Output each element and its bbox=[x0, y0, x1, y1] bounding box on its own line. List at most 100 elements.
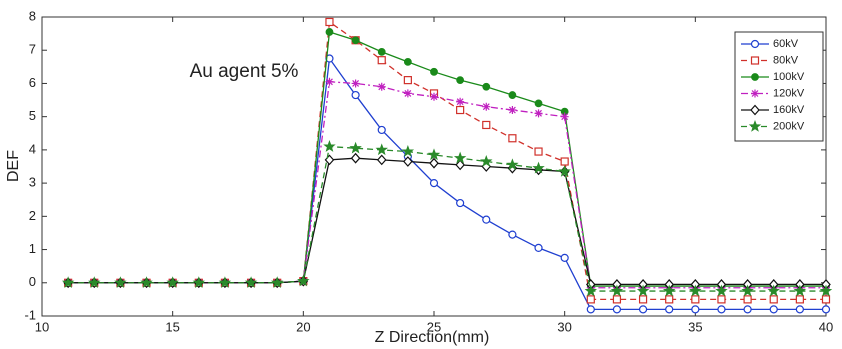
marker bbox=[821, 295, 831, 304]
marker bbox=[558, 164, 571, 177]
series-line bbox=[68, 157, 826, 286]
marker bbox=[351, 90, 360, 100]
marker bbox=[662, 284, 676, 297]
y-tick-label: 3 bbox=[29, 175, 36, 190]
x-tick-label: 40 bbox=[819, 319, 833, 334]
legend-label: 200kV bbox=[773, 120, 805, 132]
marker bbox=[456, 198, 465, 208]
marker bbox=[349, 141, 362, 154]
marker bbox=[244, 276, 258, 289]
marker bbox=[377, 82, 386, 91]
y-tick-label: 2 bbox=[29, 208, 36, 223]
marker bbox=[506, 158, 519, 171]
marker bbox=[480, 154, 493, 167]
marker bbox=[741, 284, 754, 297]
marker bbox=[482, 120, 491, 130]
marker bbox=[612, 295, 622, 304]
y-tick-label: 5 bbox=[29, 108, 36, 123]
marker bbox=[750, 56, 760, 65]
marker bbox=[508, 91, 517, 99]
marker bbox=[377, 125, 386, 135]
marker bbox=[750, 39, 760, 49]
series-line bbox=[68, 31, 826, 287]
marker bbox=[375, 143, 388, 156]
marker bbox=[751, 73, 759, 81]
marker bbox=[482, 215, 491, 224]
legend-label: 100kV bbox=[773, 71, 805, 83]
marker bbox=[325, 77, 334, 86]
x-tick-label: 10 bbox=[35, 319, 49, 334]
marker bbox=[821, 305, 831, 314]
marker bbox=[638, 305, 648, 314]
y-tick-label: -1 bbox=[24, 307, 36, 322]
marker bbox=[691, 305, 700, 314]
marker bbox=[795, 305, 804, 314]
marker bbox=[560, 253, 569, 262]
x-tick-label: 15 bbox=[165, 319, 179, 334]
marker bbox=[795, 295, 804, 304]
marker bbox=[351, 79, 360, 88]
y-tick-label: 0 bbox=[29, 274, 36, 289]
marker bbox=[560, 157, 569, 166]
marker bbox=[560, 112, 569, 121]
y-tick-label: 7 bbox=[29, 42, 36, 57]
x-axis-label: Z Direction(mm) bbox=[375, 329, 490, 346]
legend: 60kV 80kV 100kV 120kV 160kV 200kV bbox=[734, 31, 824, 142]
marker bbox=[638, 295, 648, 304]
y-tick-label: 6 bbox=[29, 75, 36, 90]
marker bbox=[717, 295, 726, 304]
marker bbox=[325, 17, 334, 27]
marker bbox=[819, 284, 833, 297]
marker bbox=[218, 276, 232, 289]
marker bbox=[534, 109, 543, 118]
marker bbox=[88, 276, 101, 289]
y-tick-label: 1 bbox=[29, 241, 36, 256]
series-line bbox=[68, 56, 826, 311]
annotation: Au agent 5% bbox=[190, 61, 299, 82]
marker bbox=[482, 82, 491, 91]
marker bbox=[610, 284, 624, 297]
y-tick-label: 8 bbox=[29, 8, 36, 23]
marker bbox=[429, 179, 439, 188]
marker bbox=[61, 276, 75, 289]
marker bbox=[715, 284, 728, 297]
marker bbox=[430, 92, 438, 101]
marker bbox=[743, 295, 752, 304]
marker bbox=[323, 140, 336, 152]
marker bbox=[665, 295, 674, 304]
marker bbox=[636, 284, 650, 297]
marker bbox=[748, 119, 762, 132]
marker bbox=[456, 97, 465, 106]
marker bbox=[586, 295, 595, 304]
marker bbox=[508, 134, 517, 143]
marker bbox=[793, 284, 807, 297]
marker bbox=[376, 154, 387, 166]
marker bbox=[751, 89, 759, 98]
marker bbox=[456, 105, 465, 115]
x-tick-label: 20 bbox=[296, 319, 310, 334]
marker bbox=[351, 36, 360, 45]
marker bbox=[325, 54, 334, 63]
series-line bbox=[68, 81, 826, 289]
marker bbox=[270, 276, 284, 289]
marker bbox=[192, 276, 206, 289]
marker bbox=[455, 159, 465, 171]
marker bbox=[297, 274, 310, 287]
marker bbox=[429, 157, 439, 169]
legend-box bbox=[734, 31, 824, 142]
marker bbox=[743, 305, 752, 314]
x-tick-label: 35 bbox=[688, 319, 702, 334]
marker bbox=[140, 276, 153, 289]
marker bbox=[769, 305, 778, 314]
marker bbox=[586, 305, 595, 314]
marker bbox=[691, 295, 700, 304]
y-axis-label: DEF bbox=[5, 150, 22, 182]
marker bbox=[584, 284, 598, 297]
marker bbox=[401, 145, 415, 157]
marker bbox=[532, 161, 545, 174]
marker bbox=[453, 151, 467, 164]
legend-label: 120kV bbox=[773, 87, 805, 99]
marker bbox=[456, 76, 465, 85]
legend-label: 160kV bbox=[773, 104, 805, 116]
marker bbox=[427, 148, 441, 161]
